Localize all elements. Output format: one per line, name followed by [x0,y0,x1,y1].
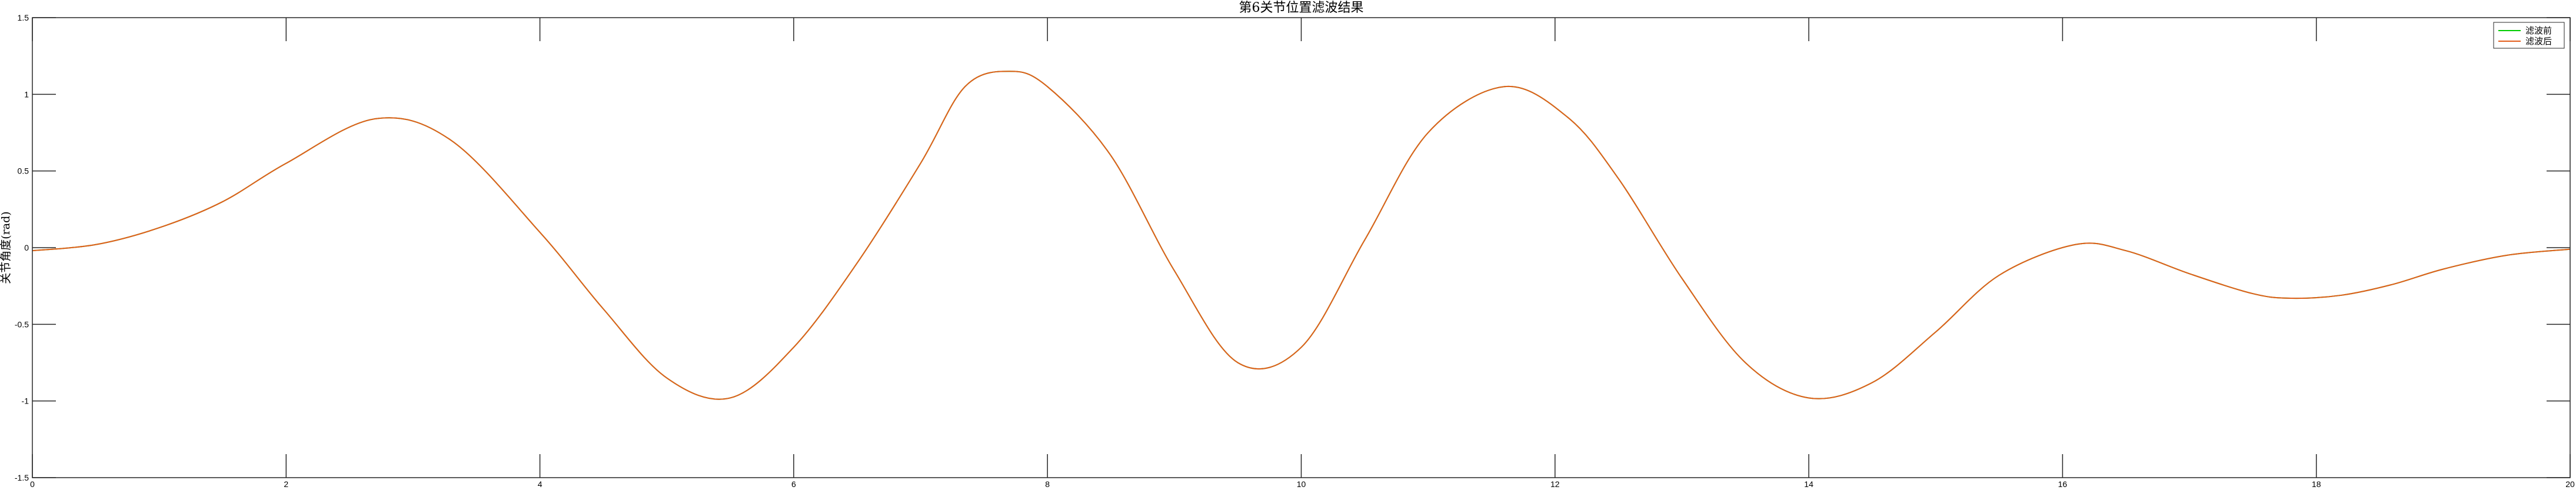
chart-title: 第6关节位置滤波结果 [1239,1,1364,15]
x-tick-label: 2 [284,479,288,489]
y-tick-label: -0.5 [15,319,29,329]
y-tick-label: 1.5 [18,13,29,22]
x-tick-label: 20 [2565,479,2575,489]
legend-box [2493,22,2565,49]
x-tick-label: 10 [1297,479,1306,489]
x-tick-label: 6 [791,479,796,489]
y-tick-label: 0 [24,243,29,252]
y-tick-label: 0.5 [18,166,29,176]
x-tick-label: 18 [2312,479,2321,489]
plot-area [32,18,2570,478]
legend-label-before-filter: 滤波前 [2525,25,2552,36]
y-axis-label: 关节角度(rad) [0,211,12,284]
plot-frame [32,17,2571,478]
legend: 滤波前 滤波后 [2493,22,2565,49]
x-tick-label: 12 [1550,479,1560,489]
lines-layer [32,71,2571,400]
x-tick-label: 4 [538,479,543,489]
y-tick-label: -1.5 [15,473,29,482]
x-tick-label: 14 [1804,479,1813,489]
x-tick-label: 0 [30,479,35,489]
x-tick-label: 8 [1045,479,1050,489]
x-tick-label: 16 [2058,479,2068,489]
y-tick-label: -1 [22,396,29,406]
series-line-after-filter [32,71,2571,400]
legend-label-after-filter: 滤波后 [2525,36,2552,46]
y-tick-label: 1 [24,89,29,99]
